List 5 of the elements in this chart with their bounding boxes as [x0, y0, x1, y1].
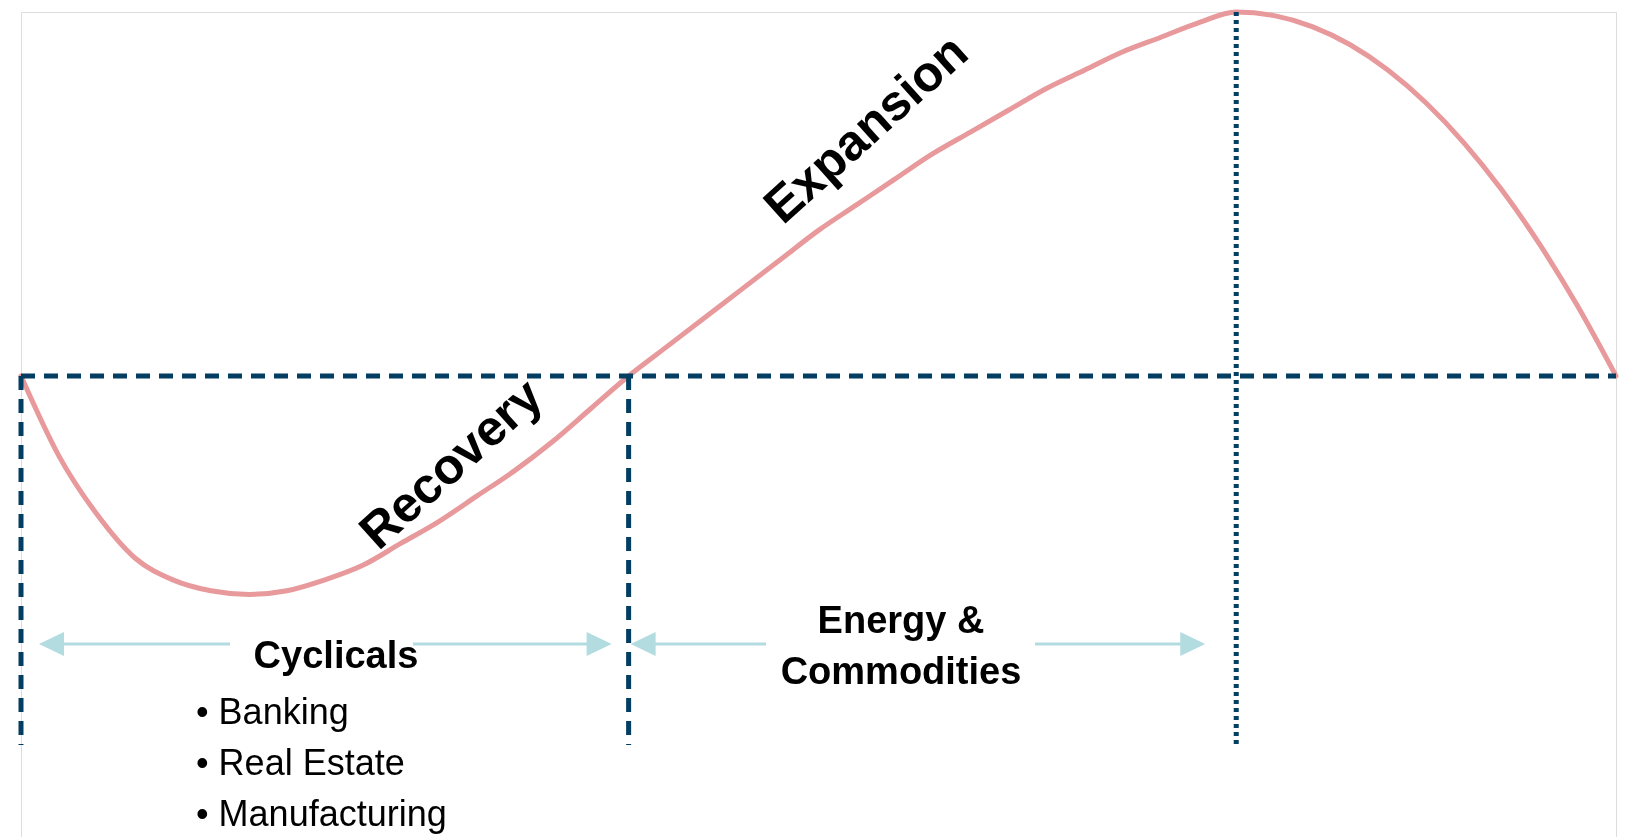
- text: • Manufacturing: [196, 793, 447, 834]
- text: • Banking: [196, 691, 349, 732]
- text: Energy & Commodities: [780, 599, 1022, 692]
- text: Cyclicals: [253, 634, 419, 676]
- text: • Real Estate: [196, 742, 405, 783]
